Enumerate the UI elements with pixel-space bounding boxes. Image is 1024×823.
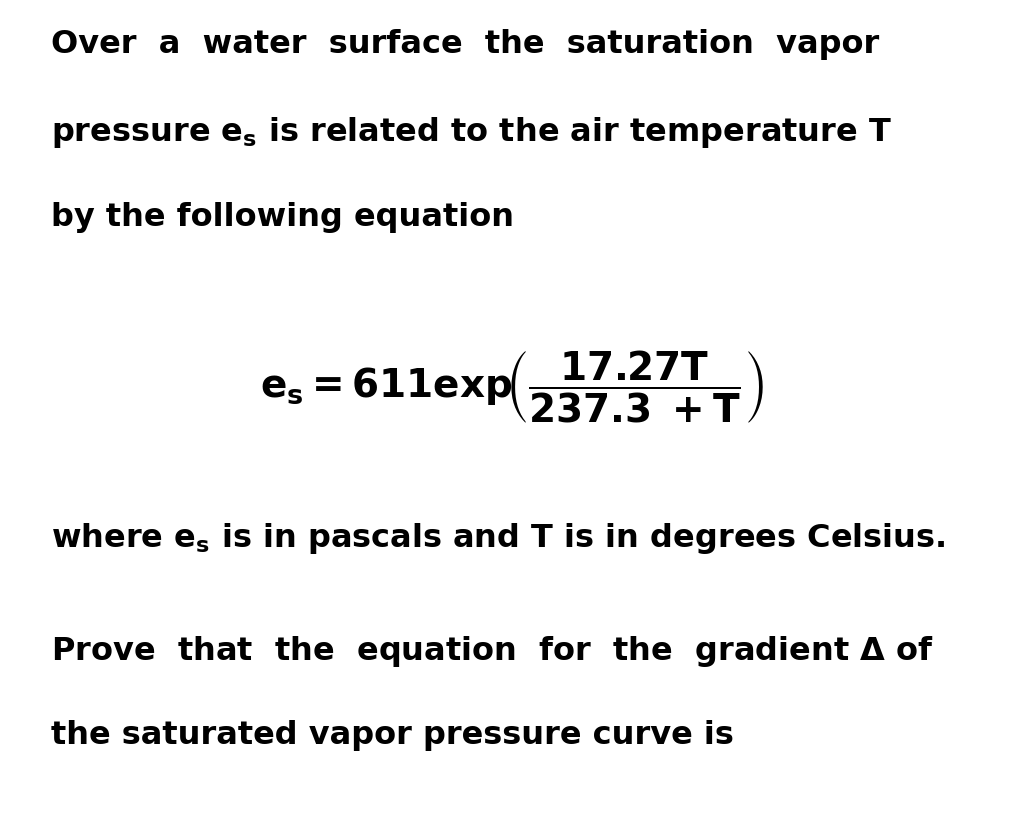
Text: Prove  that  the  equation  for  the  gradient $\mathbf{\Delta}$ of: Prove that the equation for the gradient…: [51, 634, 934, 669]
Text: $\mathbf{e_s = 611exp\!\left(\dfrac{17.27T}{237.3\ +T}\right)}$: $\mathbf{e_s = 611exp\!\left(\dfrac{17.2…: [260, 349, 764, 425]
Text: by the following equation: by the following equation: [51, 202, 514, 233]
Text: the saturated vapor pressure curve is: the saturated vapor pressure curve is: [51, 720, 734, 751]
Text: where $\mathbf{e_s}$ is in pascals and T is in degrees Celsius.: where $\mathbf{e_s}$ is in pascals and T…: [51, 522, 946, 556]
Text: Over  a  water  surface  the  saturation  vapor: Over a water surface the saturation vapo…: [51, 29, 880, 60]
Text: pressure $\mathbf{e_s}$ is related to the air temperature T: pressure $\mathbf{e_s}$ is related to th…: [51, 115, 892, 151]
